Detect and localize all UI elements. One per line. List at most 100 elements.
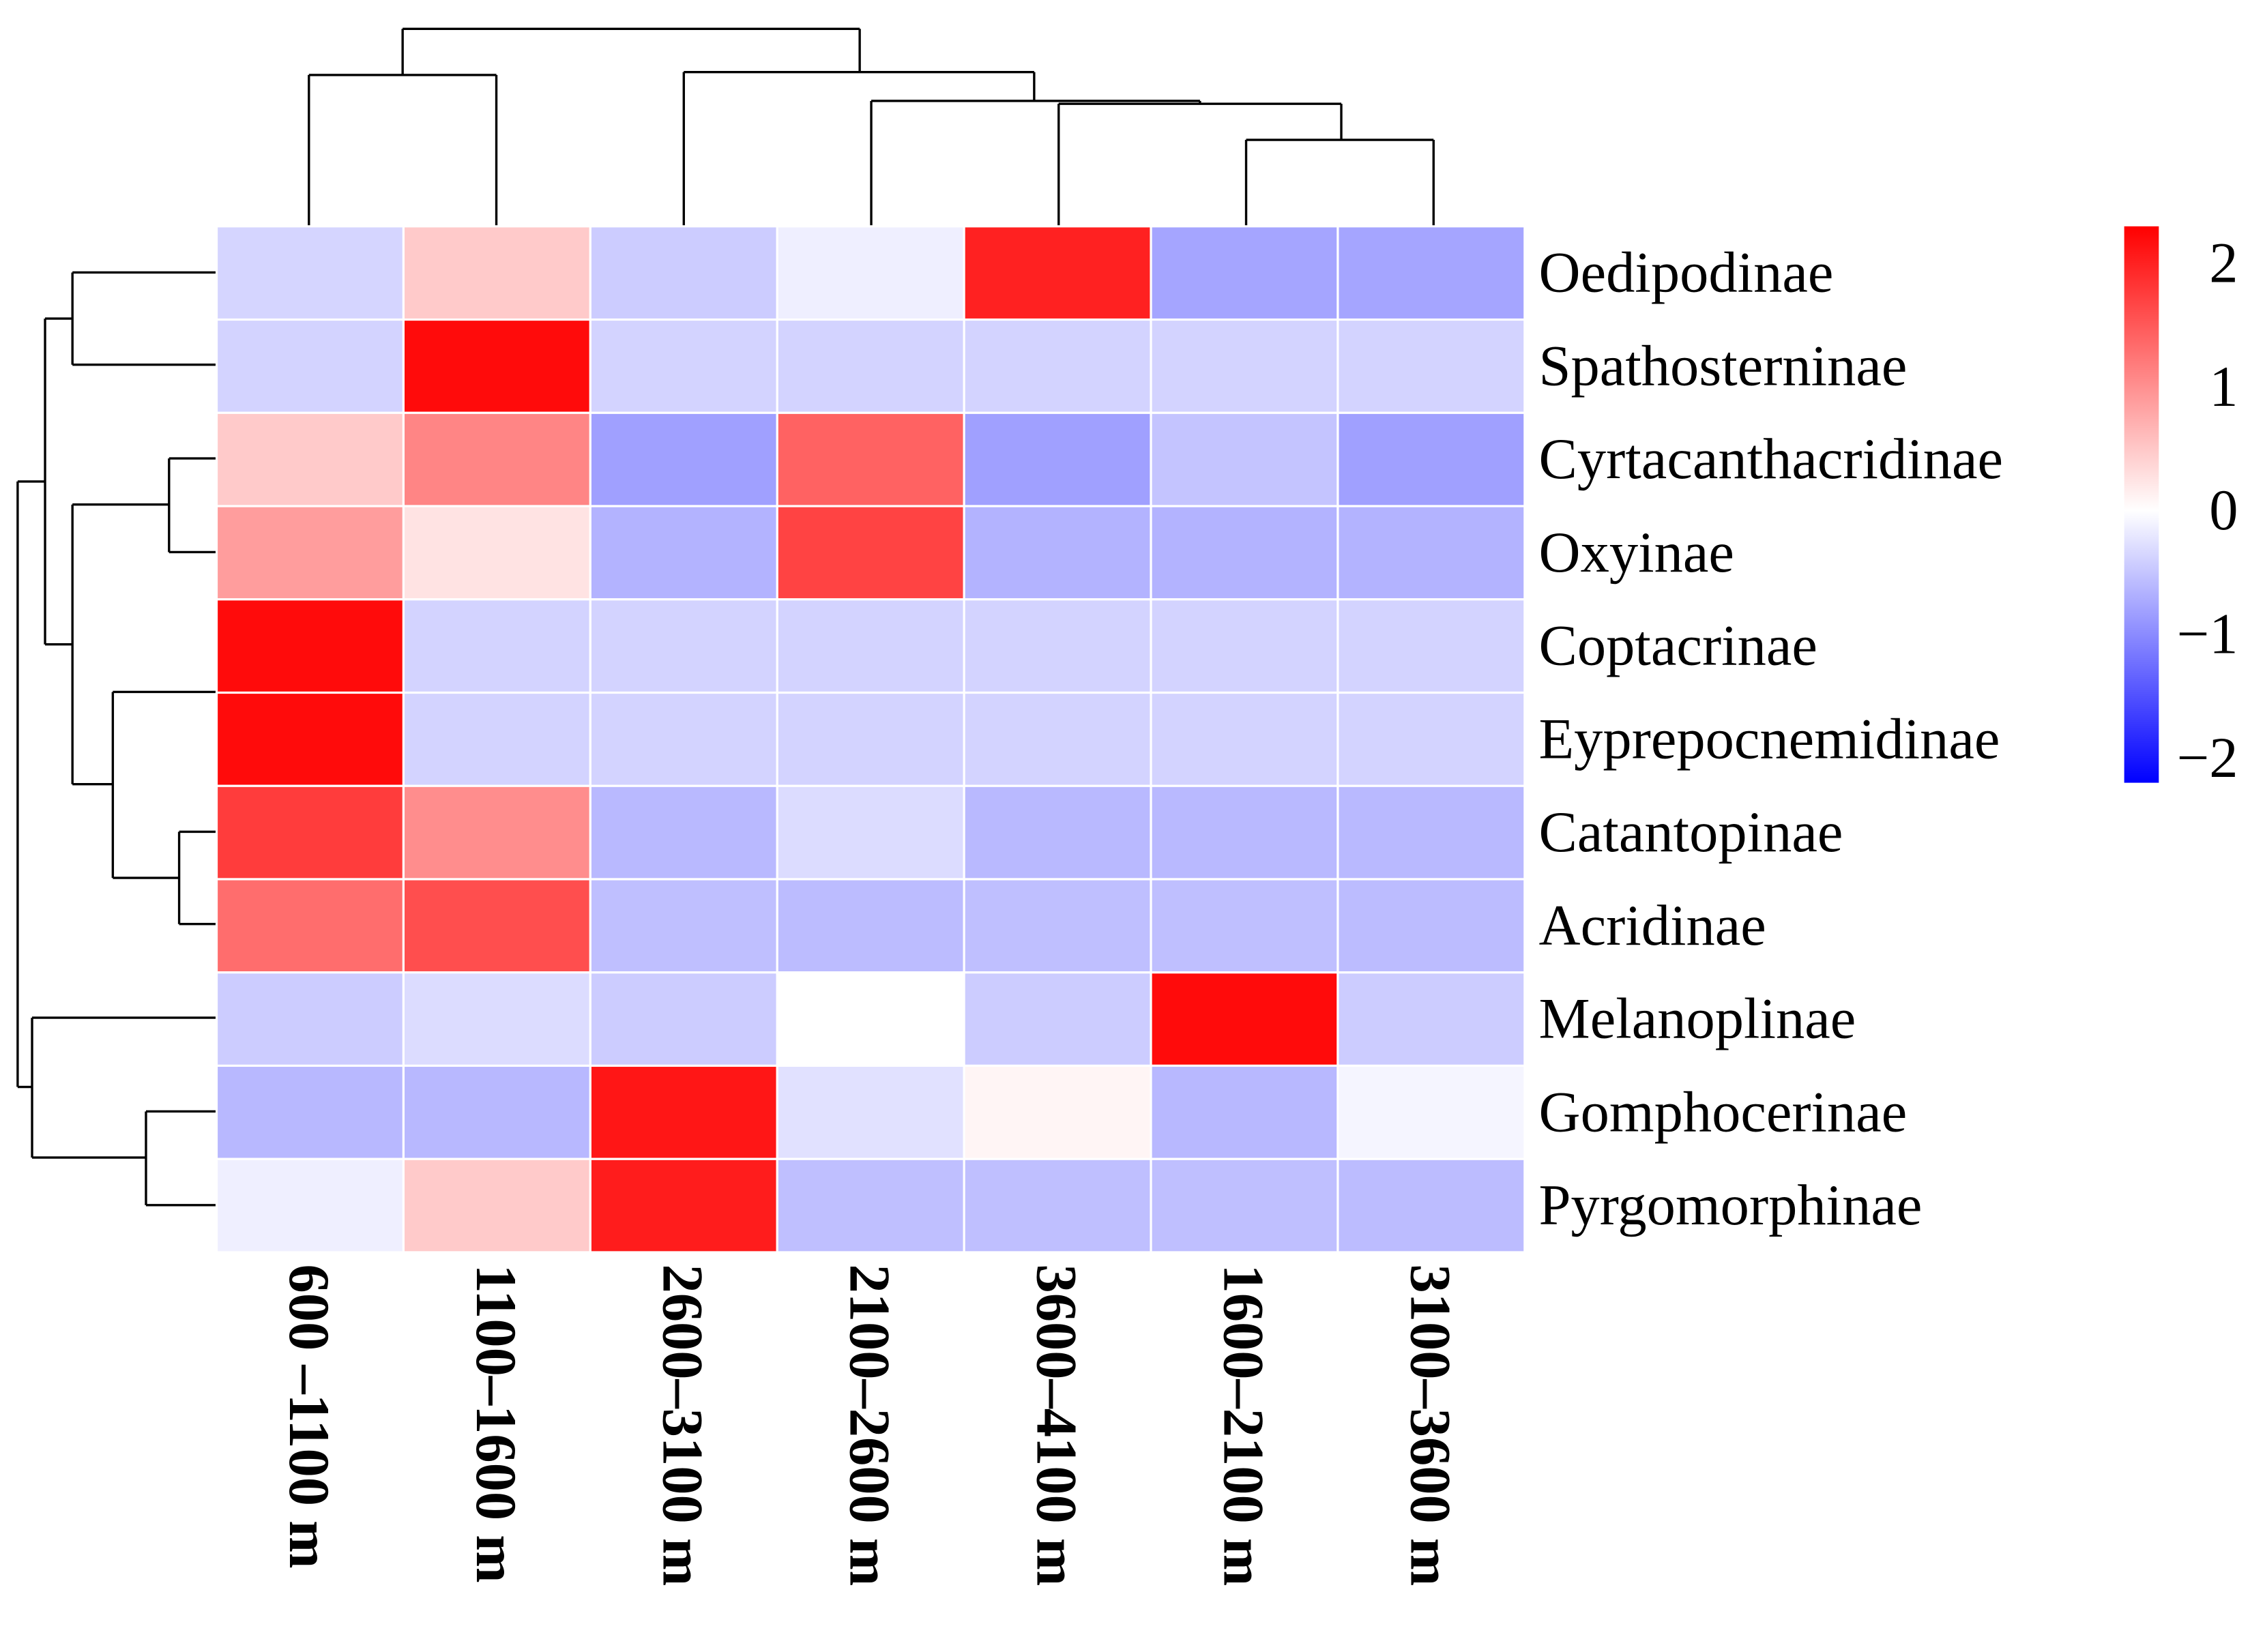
heatmap-cell bbox=[1336, 878, 1526, 974]
heatmap-cell bbox=[1150, 878, 1339, 974]
heatmap-cell bbox=[1150, 1064, 1339, 1160]
column-label: 600 –1100 m bbox=[277, 1264, 340, 1568]
heatmap-cell bbox=[776, 691, 965, 787]
heatmap-cell bbox=[402, 505, 591, 601]
heatmap-cell bbox=[215, 411, 405, 507]
column-label: 3100–3600 m bbox=[1398, 1264, 1461, 1586]
heatmap-cell bbox=[215, 1157, 405, 1254]
colorbar-tick-label: −1 bbox=[2177, 603, 2238, 666]
column-label: 2600–3100 m bbox=[651, 1264, 714, 1586]
heatmap-cell bbox=[589, 784, 778, 881]
heatmap-cell bbox=[402, 1157, 591, 1254]
heatmap-cell bbox=[1150, 971, 1339, 1067]
row-label: Melanoplinae bbox=[1539, 988, 1856, 1051]
colorbar: 2 1 0 −1 −2 bbox=[2124, 226, 2238, 790]
column-label: 1100–1600 m bbox=[464, 1264, 527, 1582]
heatmap-cell bbox=[1150, 784, 1339, 881]
heatmap-cell bbox=[589, 598, 778, 694]
heatmap-cell bbox=[776, 1064, 965, 1160]
heatmap-cell bbox=[589, 691, 778, 787]
heatmap-cell bbox=[402, 598, 591, 694]
heatmap-cells bbox=[215, 225, 1526, 1254]
heatmap-cell bbox=[963, 1064, 1152, 1160]
heatmap-cell bbox=[1336, 598, 1526, 694]
row-label: Pyrgomorphinae bbox=[1539, 1174, 1923, 1237]
heatmap-cell bbox=[776, 598, 965, 694]
heatmap-cell bbox=[963, 505, 1152, 601]
heatmap-cell bbox=[1150, 318, 1339, 414]
heatmap-cell bbox=[1336, 971, 1526, 1067]
heatmap-cell bbox=[402, 411, 591, 507]
heatmap-cell bbox=[1150, 691, 1339, 787]
heatmap-cell bbox=[402, 878, 591, 974]
heatmap-cell bbox=[963, 225, 1152, 321]
heatmap-cell bbox=[215, 1064, 405, 1160]
heatmap-cell bbox=[1336, 1064, 1526, 1160]
heatmap-cell bbox=[402, 225, 591, 321]
heatmap-cell bbox=[963, 691, 1152, 787]
row-label: Oxyinae bbox=[1539, 521, 1734, 585]
heatmap-cell bbox=[589, 411, 778, 507]
heatmap-cell bbox=[215, 225, 405, 321]
heatmap-cell bbox=[402, 971, 591, 1067]
heatmap-cell bbox=[1150, 1157, 1339, 1254]
row-label: Coptacrinae bbox=[1539, 615, 1817, 678]
row-label: Spathosterninae bbox=[1539, 334, 1908, 398]
heatmap-cell bbox=[589, 1157, 778, 1254]
column-label: 3600–4100 m bbox=[1025, 1264, 1088, 1586]
heatmap-cell bbox=[1336, 505, 1526, 601]
heatmap-cell bbox=[776, 225, 965, 321]
row-label: Oedipodinae bbox=[1539, 241, 1834, 305]
heatmap-cell bbox=[1336, 225, 1526, 321]
heatmap-cell bbox=[1150, 598, 1339, 694]
heatmap-cell bbox=[589, 225, 778, 321]
heatmap-cell bbox=[776, 1157, 965, 1254]
colorbar-tick-label: −2 bbox=[2177, 726, 2238, 790]
heatmap-cell bbox=[589, 318, 778, 414]
heatmap-cell bbox=[963, 318, 1152, 414]
row-dendrogram bbox=[16, 271, 217, 1207]
heatmap-cell bbox=[215, 971, 405, 1067]
heatmap-cell bbox=[776, 878, 965, 974]
heatmap-cell bbox=[963, 411, 1152, 507]
heatmap-cell bbox=[1150, 411, 1339, 507]
heatmap-cell bbox=[215, 878, 405, 974]
colorbar-tick-label: 1 bbox=[2209, 355, 2238, 419]
heatmap-cell bbox=[215, 505, 405, 601]
heatmap-cell bbox=[776, 505, 965, 601]
row-labels: Oedipodinae Spathosterninae Cyrtacanthacri… bbox=[1539, 241, 2003, 1237]
column-labels: 600 –1100 m 1100–1600 m 2600–3100 m 2100–26… bbox=[277, 1264, 1461, 1586]
heatmap-cell bbox=[776, 318, 965, 414]
heatmap-cell bbox=[589, 505, 778, 601]
heatmap-cell bbox=[402, 691, 591, 787]
heatmap-cell bbox=[1336, 691, 1526, 787]
row-label: Gomphocerinae bbox=[1539, 1080, 1908, 1144]
heatmap-cell bbox=[963, 1157, 1152, 1254]
row-label: Cyrtacanthacridinae bbox=[1539, 428, 2003, 491]
heatmap-cell bbox=[1150, 225, 1339, 321]
colorbar-gradient bbox=[2124, 226, 2159, 783]
heatmap-cell bbox=[402, 784, 591, 881]
heatmap-cell bbox=[589, 1064, 778, 1160]
heatmap-cell bbox=[963, 878, 1152, 974]
heatmap-cell bbox=[776, 784, 965, 881]
heatmap-cell bbox=[1150, 505, 1339, 601]
column-label: 2100–2600 m bbox=[838, 1264, 901, 1586]
heatmap-cell bbox=[215, 318, 405, 414]
column-label: 1600–2100 m bbox=[1211, 1264, 1274, 1586]
heatmap-cell bbox=[215, 784, 405, 881]
heatmap-cell bbox=[963, 784, 1152, 881]
heatmap-cell bbox=[215, 598, 405, 694]
colorbar-tick-label: 0 bbox=[2209, 479, 2238, 542]
heatmap-cell bbox=[963, 598, 1152, 694]
heatmap-cell bbox=[776, 971, 965, 1067]
heatmap-cell bbox=[589, 878, 778, 974]
heatmap-cell bbox=[215, 691, 405, 787]
heatmap-cell bbox=[1336, 784, 1526, 881]
heatmap-cell bbox=[402, 318, 591, 414]
row-label: Acridinae bbox=[1539, 894, 1766, 958]
heatmap-cell bbox=[776, 411, 965, 507]
column-dendrogram bbox=[308, 27, 1435, 226]
row-label: Catantopinae bbox=[1539, 801, 1843, 864]
